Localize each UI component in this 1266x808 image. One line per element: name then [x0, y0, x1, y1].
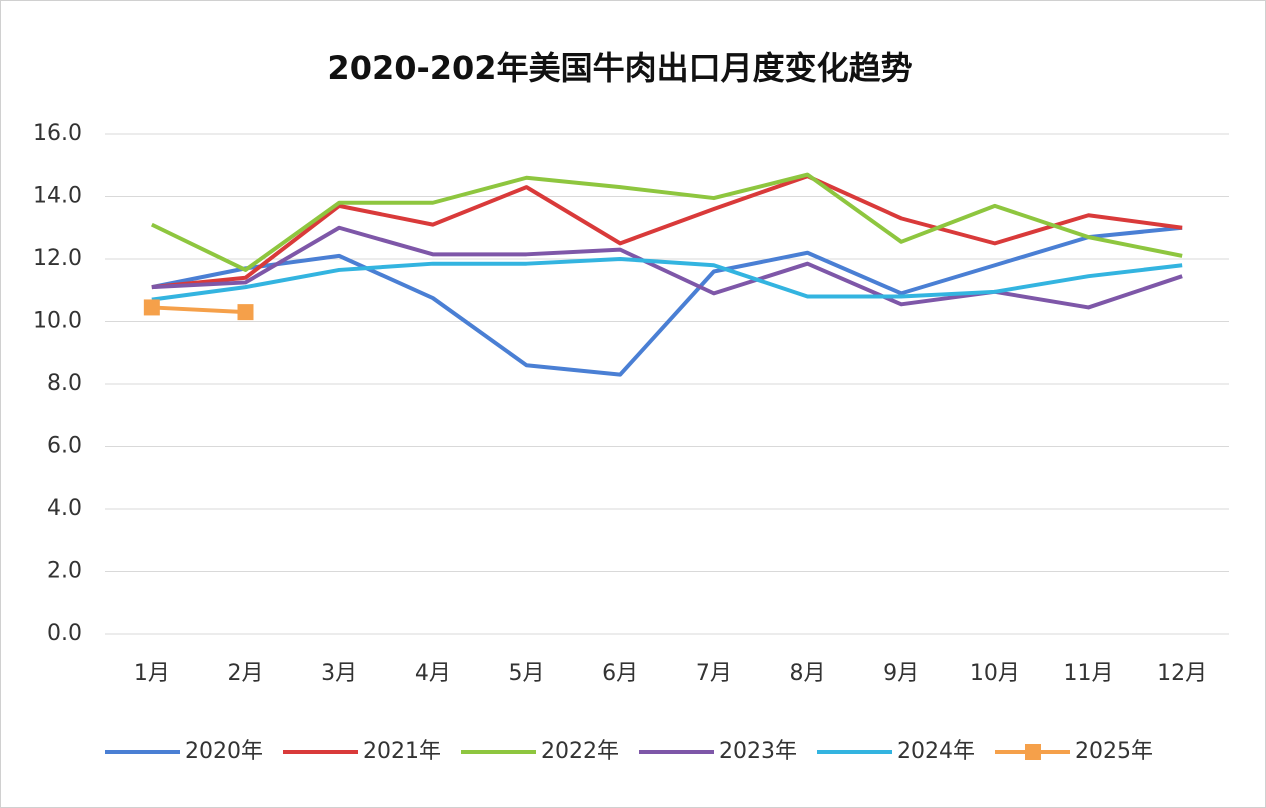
x-tick-label: 5月 — [509, 661, 545, 686]
legend-label: 2024年 — [897, 739, 975, 764]
point-marker — [143, 299, 160, 316]
series-line — [150, 172, 1183, 272]
y-tick-label: 6.0 — [47, 434, 82, 459]
y-tick-label: 2.0 — [47, 559, 82, 584]
legend-label: 2022年 — [541, 739, 619, 764]
x-tick-label: 1月 — [134, 661, 170, 686]
legend-label: 2025年 — [1075, 739, 1153, 764]
x-tick-label: 9月 — [883, 661, 919, 686]
x-tick-label: 7月 — [696, 661, 732, 686]
chart-title: 2020-202年美国牛肉出口月度变化趋势 — [327, 49, 912, 87]
legend-label: 2020年 — [185, 739, 263, 764]
x-tick-label: 12月 — [1157, 661, 1207, 686]
legend-label: 2021年 — [363, 739, 441, 764]
legend-label: 2023年 — [719, 739, 797, 764]
y-tick-label: 16.0 — [33, 121, 82, 146]
series-line — [151, 305, 246, 315]
series-line — [151, 225, 1183, 310]
x-tick-label: 10月 — [970, 661, 1020, 686]
series-line — [151, 257, 1183, 302]
x-tick-label: 4月 — [415, 661, 451, 686]
y-tick-label: 8.0 — [47, 371, 82, 396]
point-marker — [237, 304, 254, 321]
x-tick-label: 6月 — [602, 661, 638, 686]
x-tick-label: 2月 — [228, 661, 264, 686]
y-tick-label: 12.0 — [33, 246, 82, 271]
x-tick-label: 11月 — [1064, 661, 1114, 686]
y-tick-label: 10.0 — [33, 309, 82, 334]
legend-marker — [1025, 744, 1041, 760]
x-tick-label: 3月 — [321, 661, 357, 686]
y-tick-label: 0.0 — [47, 621, 82, 646]
y-tick-label: 4.0 — [47, 496, 82, 521]
series-line — [151, 225, 1183, 377]
y-tick-label: 14.0 — [33, 184, 82, 209]
series-line — [151, 174, 1183, 290]
x-tick-label: 8月 — [790, 661, 826, 686]
